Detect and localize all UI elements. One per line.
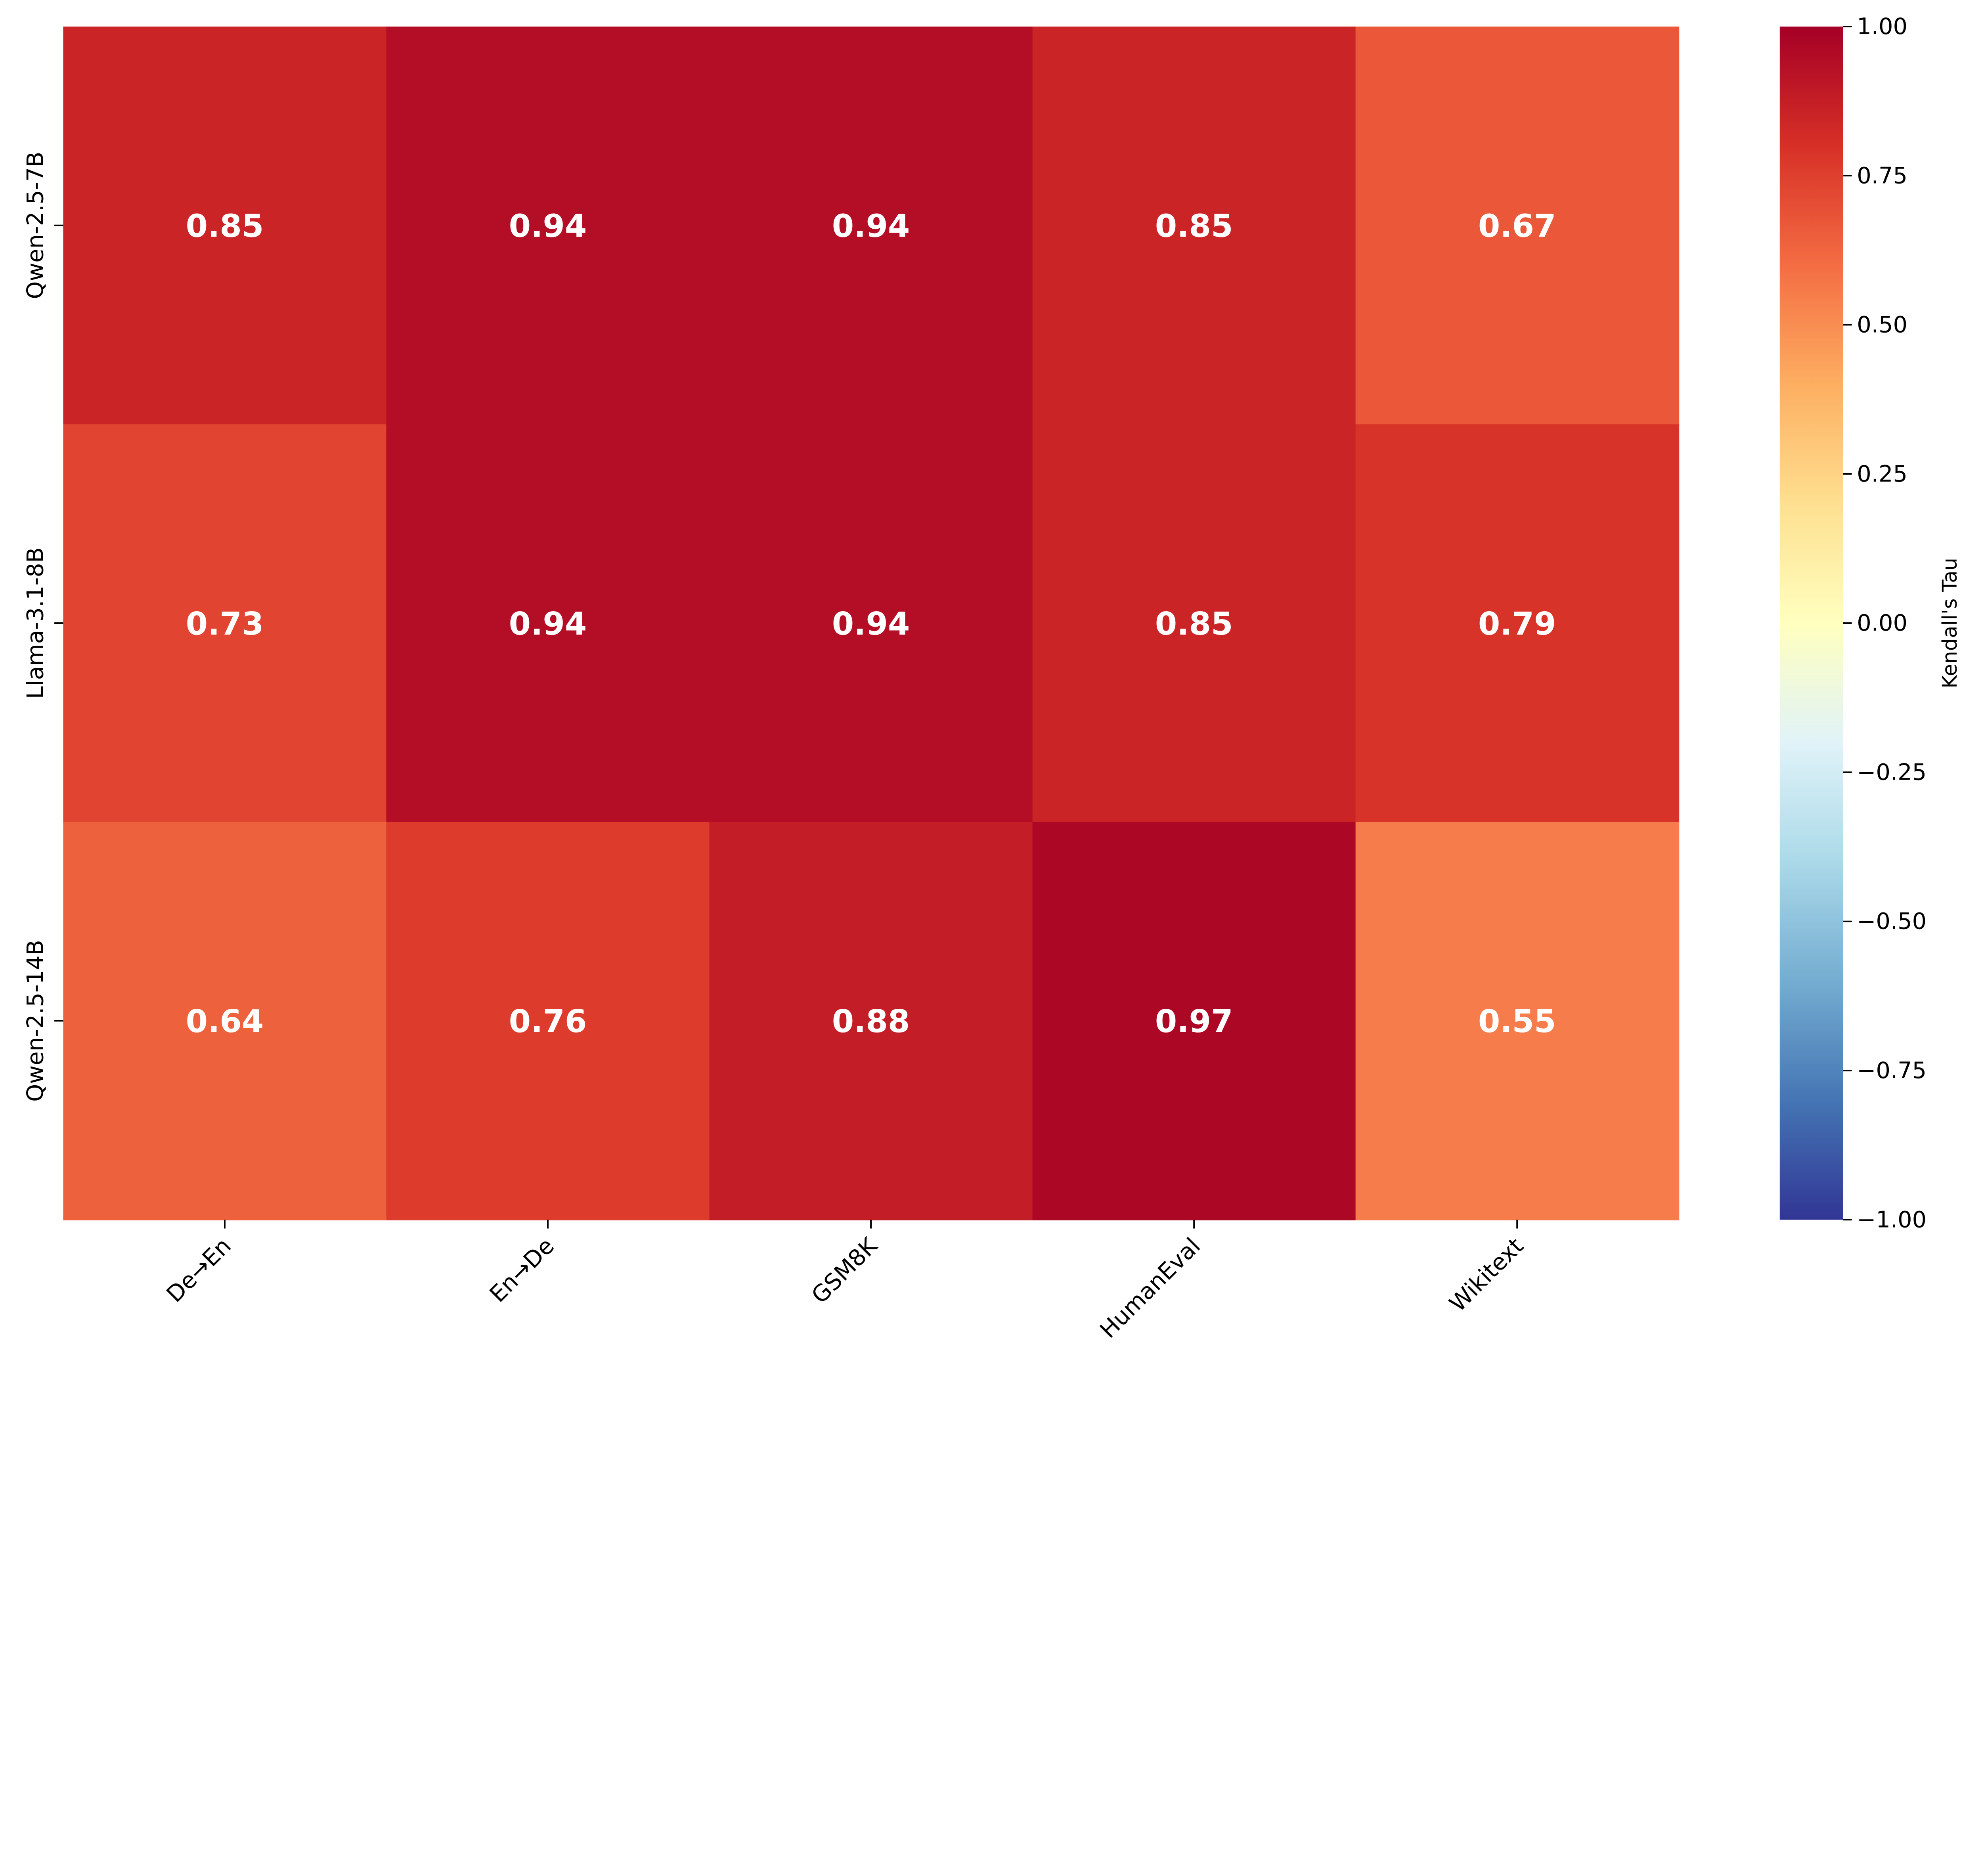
cell-value-label: 0.94: [509, 605, 587, 642]
colorbar: 1.00 0.75 0.50 0.25 0.00 −0.25 −0.50 −0.75 −1.00: [1779, 13, 1927, 1233]
cell-value-label: 0.73: [186, 605, 264, 642]
colorbar-tick-label: −1.00: [1857, 1206, 1927, 1233]
cell-value-label: 0.64: [186, 1003, 264, 1040]
y-tick-label: Llama-3.1-8B: [22, 547, 48, 699]
heatmap-cell: [709, 822, 1033, 1220]
cell-value-label: 0.94: [509, 207, 587, 244]
heatmap-chart: 0.85 0.94 0.94 0.85 0.67 0.73 0.94 0.94 0.85 0.79…: [22, 13, 1962, 1343]
heatmap-cell: [1032, 26, 1356, 425]
heatmap-cell: [386, 424, 710, 823]
x-axis: De→En En→De GSM8K HumanEval Wikitext: [161, 1220, 1529, 1343]
heatmap-cell: [1032, 424, 1356, 823]
heatmap-cell: [63, 424, 387, 823]
cell-value-label: 0.79: [1478, 605, 1556, 642]
colorbar-label: Kendall's Tau: [1938, 558, 1962, 688]
heatmap-cell: [709, 424, 1033, 823]
cell-value-label: 0.88: [832, 1003, 910, 1040]
colorbar-tick-label: −0.50: [1857, 908, 1927, 935]
y-tick-label: Qwen-2.5-7B: [22, 152, 48, 299]
colorbar-tick-label: −0.25: [1857, 759, 1927, 785]
heatmap-cell: [63, 822, 387, 1220]
heatmap-cell: [386, 26, 710, 425]
heatmap-cell: [1355, 26, 1680, 425]
heatmap-cell: [1032, 822, 1356, 1220]
colorbar-tick-label: 1.00: [1857, 13, 1907, 40]
heatmap-cells: 0.85 0.94 0.94 0.85 0.67 0.73 0.94 0.94 0.85 0.79…: [63, 26, 1680, 1220]
heatmap-cell: [1355, 424, 1680, 823]
cell-value-label: 0.97: [1155, 1003, 1233, 1040]
x-tick-label: GSM8K: [806, 1232, 883, 1309]
colorbar-tick-label: 0.50: [1857, 312, 1907, 338]
colorbar-tick-label: 0.00: [1857, 610, 1907, 636]
heatmap-cell: [63, 26, 387, 425]
cell-value-label: 0.85: [1155, 605, 1233, 642]
y-axis: Qwen-2.5-7B Llama-3.1-8B Qwen-2.5-14B: [22, 152, 63, 1102]
x-tick-label: En→De: [484, 1233, 559, 1308]
cell-value-label: 0.85: [186, 207, 264, 244]
heatmap-cell: [386, 822, 710, 1220]
x-tick-label: De→En: [161, 1233, 236, 1308]
cell-value-label: 0.55: [1478, 1003, 1556, 1040]
cell-value-label: 0.76: [509, 1003, 587, 1040]
colorbar-gradient: [1779, 26, 1843, 1220]
cell-value-label: 0.67: [1478, 207, 1556, 244]
x-tick-label: Wikitext: [1444, 1233, 1529, 1317]
cell-value-label: 0.94: [832, 605, 910, 642]
x-tick-label: HumanEval: [1095, 1233, 1205, 1343]
heatmap-cell: [1355, 822, 1680, 1220]
colorbar-tick-label: 0.25: [1857, 461, 1907, 487]
heatmap-cell: [709, 26, 1033, 425]
cell-value-label: 0.94: [832, 207, 910, 244]
colorbar-tick-label: −0.75: [1857, 1057, 1927, 1084]
colorbar-tick-label: 0.75: [1857, 162, 1907, 189]
cell-value-label: 0.85: [1155, 207, 1233, 244]
y-tick-label: Qwen-2.5-14B: [22, 940, 48, 1102]
